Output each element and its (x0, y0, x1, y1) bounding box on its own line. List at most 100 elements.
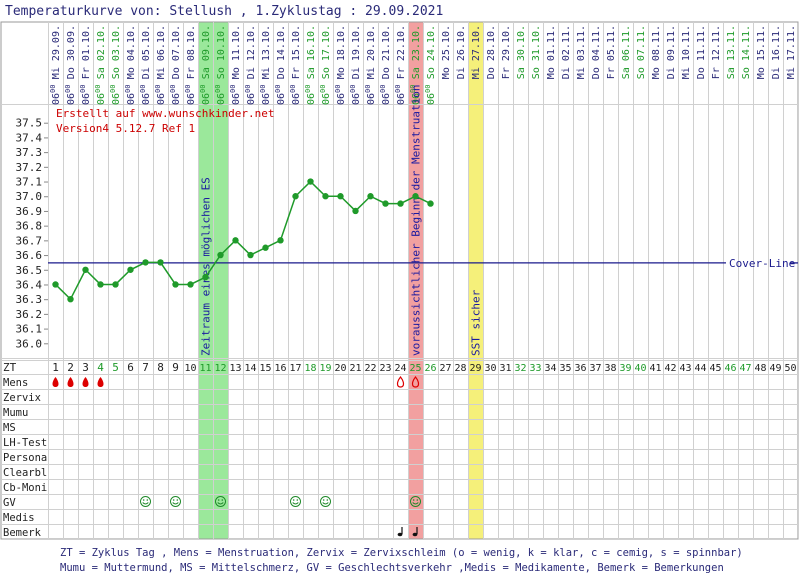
date-label: Mi 29.09. (51, 25, 62, 79)
date-label: Do 11.11. (696, 25, 707, 79)
temperature-point (427, 200, 434, 207)
date-label: Mo 18.10. (336, 25, 347, 79)
row-label: Bemerk (3, 527, 42, 539)
time-label: 0600 (289, 85, 302, 105)
gv-smiley-icon (170, 496, 181, 507)
row-label: Medis (3, 512, 35, 524)
date-label: Sa 13.11. (726, 25, 737, 79)
gv-smiley-icon (290, 496, 301, 507)
gv-smiley-icon (320, 496, 331, 507)
date-label: So 17.10. (321, 25, 332, 79)
date-label: Di 09.11. (666, 25, 677, 79)
y-tick-label: 36.9 (16, 205, 43, 218)
zt-day-number: 33 (529, 363, 541, 374)
zt-day-number: 5 (112, 361, 119, 374)
mens-drop-icon (82, 377, 89, 387)
time-label: 0600 (379, 85, 392, 105)
gv-smiley-icon (215, 496, 226, 507)
date-label: Fr 22.10. (396, 25, 407, 79)
date-label: So 31.10. (531, 25, 542, 79)
date-label: Mi 13.10. (261, 25, 272, 79)
temperature-point (127, 266, 134, 273)
y-tick-label: 37.5 (16, 117, 43, 130)
zt-day-number: 3 (82, 361, 89, 374)
date-label: Sa 09.10. (201, 25, 212, 79)
date-label: Mi 06.10. (156, 25, 167, 79)
legend-line-1: ZT = Zyklus Tag , Mens = Menstruation, Z… (60, 547, 743, 559)
row-label: GV (3, 497, 16, 509)
zt-day-number: 38 (604, 363, 616, 374)
date-label: Mo 15.11. (756, 25, 767, 79)
date-label: Do 07.10. (171, 25, 182, 79)
zt-day-number: 42 (664, 363, 676, 374)
y-tick-label: 36.4 (16, 278, 43, 291)
temperature-point (157, 259, 164, 266)
row-label: Mumu (3, 407, 28, 419)
temperature-point (277, 237, 284, 244)
zt-day-number: 9 (172, 361, 179, 374)
row-label: Clearbl (3, 467, 47, 479)
time-label: 0600 (64, 85, 77, 105)
row-label: Mens (3, 377, 28, 389)
mens-drop-icon (67, 377, 74, 387)
zt-day-number: 7 (142, 361, 149, 374)
date-label: Fr 01.10. (81, 25, 92, 79)
time-label: 0600 (79, 85, 92, 105)
date-label: So 07.11. (636, 25, 647, 79)
zt-day-number: 1 (52, 361, 59, 374)
zt-day-number: 44 (694, 363, 706, 374)
date-label: Mo 25.10. (441, 25, 452, 79)
time-label: 0600 (139, 85, 152, 105)
date-label: Di 16.11. (771, 25, 782, 79)
zt-day-number: 16 (274, 363, 286, 374)
temperature-point (172, 281, 179, 288)
date-label: Do 28.10. (486, 25, 497, 79)
date-label: Mi 17.11. (786, 25, 797, 79)
zt-day-number: 8 (157, 361, 164, 374)
zt-day-number: 20 (334, 363, 346, 374)
mens-spot-icon (396, 376, 405, 388)
date-label: So 03.10. (111, 25, 122, 79)
row-label: Persona (3, 452, 47, 464)
y-axis: 37.537.4 37.3 37.2 37.137.0 36.9 36.836.7 36.6… (16, 117, 48, 350)
y-tick-label: 37.2 (16, 161, 43, 174)
zt-day-number: 47 (739, 363, 751, 374)
zt-day-number: 49 (769, 363, 781, 374)
observation-rows: ZT 1 2 3 4 5 6 7 8 9 10 11 12 13 14 15 16 17 18 19 20 21 22 23 2… (3, 361, 797, 539)
temperature-point (52, 281, 59, 288)
zt-day-number: 15 (259, 363, 271, 374)
temperature-point (307, 178, 314, 185)
zt-day-number: 39 (619, 363, 631, 374)
date-label: Sa 30.10. (516, 25, 527, 79)
bemerk-note-icon (412, 527, 418, 537)
zt-day-number: 14 (244, 363, 256, 374)
temperature-point (367, 193, 374, 200)
time-label: 0600 (154, 85, 167, 105)
mens-drop-icon (97, 377, 104, 387)
date-label: Fr 08.10. (186, 25, 197, 79)
temperature-point (337, 193, 344, 200)
date-label: So 10.10. (216, 25, 227, 79)
zt-day-number: 27 (439, 363, 451, 374)
zt-day-number: 18 (304, 363, 316, 374)
temperature-point (112, 281, 119, 288)
date-label: Sa 06.11. (621, 25, 632, 79)
temperature-point (67, 295, 74, 303)
credit-line-2: Version4 5.12.7 Ref 1 (56, 122, 195, 135)
y-tick-label: 36.6 (16, 249, 43, 262)
zt-day-number: 2 (67, 361, 74, 374)
y-tick-label: 36.3 (16, 293, 43, 306)
date-label: Mi 20.10. (366, 25, 377, 79)
date-label: Mi 10.11. (681, 25, 692, 79)
row-label: Zervix (3, 392, 41, 404)
time-label: 0600 (319, 85, 332, 105)
y-tick-label: 36.5 (16, 264, 43, 277)
cover-line-label: Cover-Line (729, 257, 795, 270)
zt-day-number: 10 (184, 363, 196, 374)
temperature-point (202, 273, 209, 281)
time-label: 0600 (364, 85, 377, 105)
grid (0, 21, 799, 540)
time-label: 0600 (124, 85, 137, 105)
zt-day-number: 23 (379, 363, 391, 374)
temperature-point (262, 244, 269, 251)
